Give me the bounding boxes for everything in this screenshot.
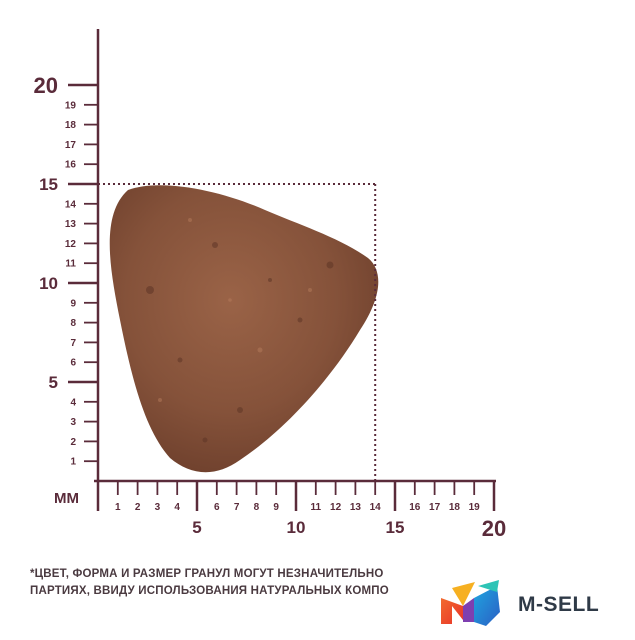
footnote-line-2: ПАРТИЯХ, ВВИДУ ИСПОЛЬЗОВАНИЯ НАТУРАЛЬНЫХ…	[30, 583, 425, 600]
x-tick-label: 7	[234, 502, 240, 513]
x-tick-label: 11	[311, 502, 322, 513]
y-tick-label: 18	[65, 120, 77, 131]
footnote: *ЦВЕТ, ФОРМА И РАЗМЕР ГРАНУЛ МОГУТ НЕЗНА…	[30, 566, 425, 606]
x-tick-label: 1	[115, 502, 121, 513]
y-tick-label: 13	[65, 219, 77, 230]
kibble-image	[110, 185, 379, 472]
y-tick-label: 12	[65, 239, 77, 250]
x-tick-label: 12	[330, 502, 342, 513]
m-sell-logo-icon	[441, 580, 500, 626]
x-tick-label: 19	[469, 502, 481, 513]
y-tick-label: 2	[70, 437, 76, 448]
y-tick-label: 8	[70, 318, 76, 329]
x-tick-label: 9	[273, 502, 279, 513]
y-tick-label: 9	[70, 298, 76, 309]
y-tick-label: 19	[65, 100, 77, 111]
x-tick-label: 16	[409, 502, 421, 513]
unit-label: ММ	[54, 490, 79, 507]
logo-text: M-SELL	[518, 593, 599, 617]
x-major-label: 5	[192, 518, 201, 537]
x-major-label: 15	[386, 518, 405, 537]
y-tick-label: 1	[70, 457, 76, 468]
footnote-line-1: *ЦВЕТ, ФОРМА И РАЗМЕР ГРАНУЛ МОГУТ НЕЗНА…	[30, 566, 425, 583]
y-tick-label: 4	[70, 397, 76, 408]
x-tick-label: 3	[155, 502, 161, 513]
x-tick-label: 17	[429, 502, 441, 513]
x-major-label: 20	[482, 516, 506, 541]
y-major-label: 15	[39, 175, 58, 194]
y-tick-label: 11	[65, 259, 76, 270]
y-tick-label: 14	[65, 199, 77, 210]
y-major-label: 10	[39, 274, 58, 293]
y-tick-label: 6	[70, 358, 76, 369]
x-tick-label: 18	[449, 502, 461, 513]
x-tick-label: 6	[214, 502, 220, 513]
y-major-label: 5	[49, 373, 58, 392]
y-tick-label: 17	[65, 140, 77, 151]
y-tick-label: 3	[70, 417, 76, 428]
y-tick-label: 16	[65, 160, 77, 171]
y-tick-label: 7	[70, 338, 76, 349]
y-major-label: 20	[34, 73, 58, 98]
x-tick-label: 2	[135, 502, 141, 513]
x-tick-label: 14	[370, 502, 382, 513]
x-tick-label: 8	[254, 502, 260, 513]
x-tick-label: 13	[350, 502, 362, 513]
x-major-label: 10	[287, 518, 306, 537]
x-tick-label: 4	[174, 502, 180, 513]
